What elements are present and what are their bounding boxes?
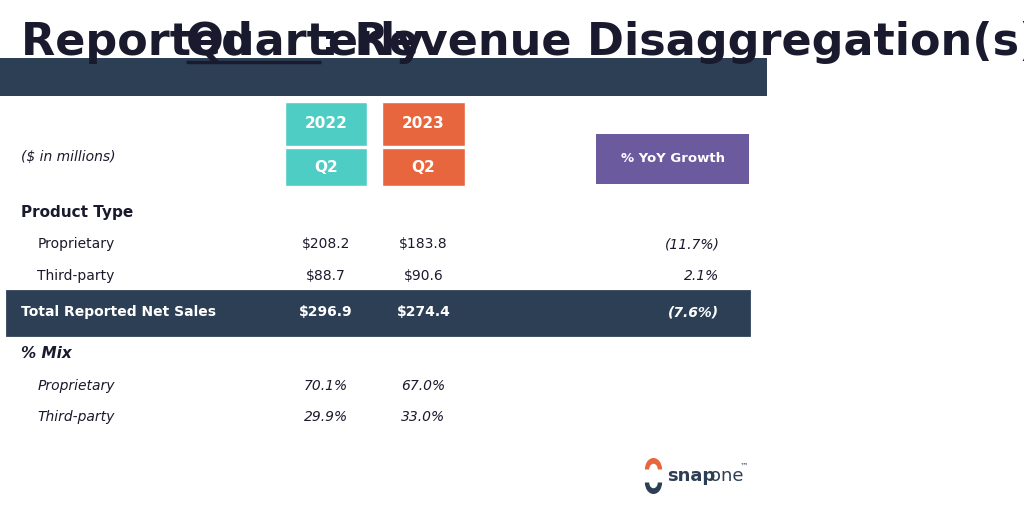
Text: Q2: Q2 [314,159,338,174]
Text: 67.0%: 67.0% [401,379,445,393]
Text: 2.1%: 2.1% [684,269,720,283]
FancyBboxPatch shape [7,291,750,335]
Text: $88.7: $88.7 [306,269,346,283]
Text: ($ in millions): ($ in millions) [20,150,116,164]
Text: Product Type: Product Type [20,205,133,219]
FancyBboxPatch shape [596,134,750,184]
Text: (7.6%): (7.6%) [669,305,720,319]
Text: 33.0%: 33.0% [401,410,445,424]
Text: Quarterly: Quarterly [185,21,425,64]
Text: 2023: 2023 [402,117,444,132]
Text: $90.6: $90.6 [403,269,443,283]
FancyBboxPatch shape [285,148,368,186]
Text: % Mix: % Mix [20,346,72,361]
Text: Q2: Q2 [412,159,435,174]
Text: one: one [710,467,743,485]
Text: 29.9%: 29.9% [304,410,348,424]
Text: Proprietary: Proprietary [38,237,115,251]
Text: snap: snap [667,467,715,485]
FancyBboxPatch shape [382,102,465,146]
Text: (11.7%): (11.7%) [665,237,720,251]
Text: Proprietary: Proprietary [38,379,115,393]
FancyBboxPatch shape [285,102,368,146]
Wedge shape [645,458,663,469]
Text: 70.1%: 70.1% [304,379,348,393]
Text: ™: ™ [739,462,749,470]
Text: : Revenue Disaggregation(s): : Revenue Disaggregation(s) [321,21,1024,64]
Text: % YoY Growth: % YoY Growth [621,152,725,165]
FancyBboxPatch shape [382,148,465,186]
Text: $296.9: $296.9 [299,305,353,319]
Text: 2022: 2022 [304,117,347,132]
Text: Third-party: Third-party [38,410,115,424]
Text: $274.4: $274.4 [396,305,451,319]
Text: Reported: Reported [20,21,268,64]
Text: Third-party: Third-party [38,269,115,283]
Wedge shape [645,483,663,494]
Text: $208.2: $208.2 [302,237,350,251]
FancyBboxPatch shape [0,58,767,96]
Text: Total Reported Net Sales: Total Reported Net Sales [20,305,216,319]
Text: $183.8: $183.8 [399,237,447,251]
